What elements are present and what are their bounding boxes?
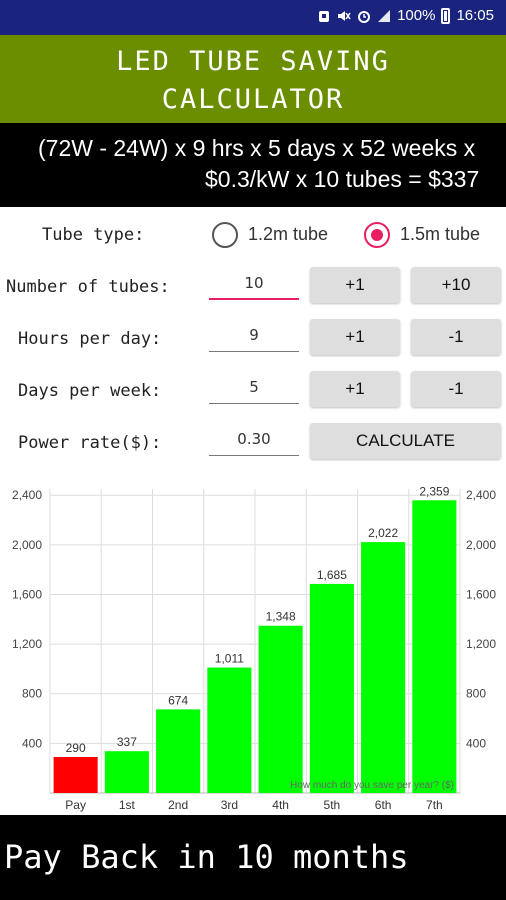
formula-line-2: $0.3/kW x 10 tubes = $337 (205, 166, 480, 192)
signal-icon (378, 9, 391, 22)
hours-plus-button[interactable]: +1 (310, 319, 400, 355)
title-line-1: LED TUBE SAVING (116, 46, 390, 77)
savings-bar-chart: 400 400 800 800 1,200 1,200 1,600 1,600 2,000 2,0… (12, 484, 496, 812)
y-tick-label-right: 800 (466, 687, 486, 701)
alarm-icon (358, 10, 371, 23)
y-tick-label-right: 2,400 (466, 488, 496, 502)
x-tick-label: 5th (324, 798, 341, 812)
savings-chart: 400 400 800 800 1,200 1,200 1,600 1,600 2,000 2,0… (0, 467, 506, 815)
days-input[interactable]: 5 (209, 374, 299, 404)
formula-banner: (72W - 24W) x 9 hrs x 5 days x 52 weeks … (0, 123, 506, 207)
y-tick-label-left: 1,600 (12, 587, 42, 601)
tubes-plus-10-button[interactable]: +10 (411, 267, 501, 303)
x-tick-label: 7th (426, 798, 443, 812)
x-tick-label: 3rd (221, 798, 238, 812)
clock: 16:05 (456, 7, 494, 24)
power-rate-input[interactable]: 0.30 (209, 426, 299, 456)
y-tick-label-right: 400 (466, 736, 486, 750)
tube-type-label: Tube type: (42, 225, 145, 245)
tubes-input[interactable]: 10 (209, 270, 299, 300)
y-tick-label-right: 1,200 (466, 637, 496, 651)
bar-3rd (207, 667, 252, 793)
data-label: 2,359 (419, 484, 449, 498)
days-plus-button[interactable]: +1 (310, 371, 400, 407)
bar-1st (104, 751, 149, 793)
tubes-plus-1-button[interactable]: +1 (310, 267, 400, 303)
bar-5th (309, 583, 354, 793)
chart-annotation: How much do you save per year? ($) (290, 780, 454, 791)
x-tick-label: 2nd (168, 798, 188, 812)
x-tick-label: 6th (375, 798, 392, 812)
y-tick-label-left: 1,200 (12, 637, 42, 651)
battery-percent: 100% (397, 7, 436, 24)
radio-1-5m-label[interactable]: 1.5m tube (400, 224, 481, 244)
calculate-button[interactable]: CALCULATE (310, 423, 501, 459)
bar-7th (412, 500, 457, 793)
title-line-2: CALCULATOR (161, 84, 345, 115)
data-label: 1,685 (317, 568, 347, 582)
radio-1-2m-tube[interactable] (212, 222, 238, 248)
formula-line-1: (72W - 24W) x 9 hrs x 5 days x 52 weeks … (38, 135, 476, 161)
data-label: 674 (168, 693, 188, 707)
y-tick-label-left: 2,000 (12, 538, 42, 552)
tubes-label: Number of tubes: (6, 277, 170, 297)
y-tick-label-right: 1,600 (466, 587, 496, 601)
data-label: 2,022 (368, 526, 398, 540)
hours-label: Hours per day: (18, 329, 162, 349)
data-label: 337 (117, 735, 137, 749)
hours-input[interactable]: 9 (209, 322, 299, 352)
notification-icon (319, 10, 330, 22)
battery-icon (441, 7, 451, 24)
status-icons: 100% 16:05 (317, 7, 494, 24)
hours-minus-button[interactable]: -1 (411, 319, 501, 355)
bar-2nd (156, 709, 201, 793)
x-tick-label: 1st (119, 798, 136, 812)
y-tick-label-right: 2,000 (466, 538, 496, 552)
days-label: Days per week: (18, 381, 162, 401)
y-tick-label-left: 2,400 (12, 488, 42, 502)
y-tick-label-left: 800 (22, 687, 42, 701)
data-label: 290 (66, 741, 86, 755)
power-rate-label: Power rate($): (18, 433, 162, 453)
app-title: LED TUBE SAVING CALCULATOR (0, 35, 506, 123)
y-tick-label-left: 400 (22, 736, 42, 750)
days-minus-button[interactable]: -1 (411, 371, 501, 407)
radio-1-5m-tube[interactable] (364, 222, 390, 248)
data-label: 1,348 (266, 610, 296, 624)
data-label: 1,011 (215, 652, 244, 666)
bar-pay (53, 757, 98, 793)
bar-6th (361, 542, 406, 793)
x-tick-label: 4th (272, 798, 289, 812)
mute-icon (338, 10, 351, 21)
bar-4th (258, 625, 303, 793)
x-tick-label: Pay (65, 798, 86, 812)
payback-footer: Pay Back in 10 months (0, 815, 506, 900)
radio-1-2m-label[interactable]: 1.2m tube (248, 224, 329, 244)
status-bar: 100% 16:05 (0, 0, 506, 35)
calculator-form: Tube type: 1.2m tube 1.5m tube Number of… (0, 207, 506, 467)
